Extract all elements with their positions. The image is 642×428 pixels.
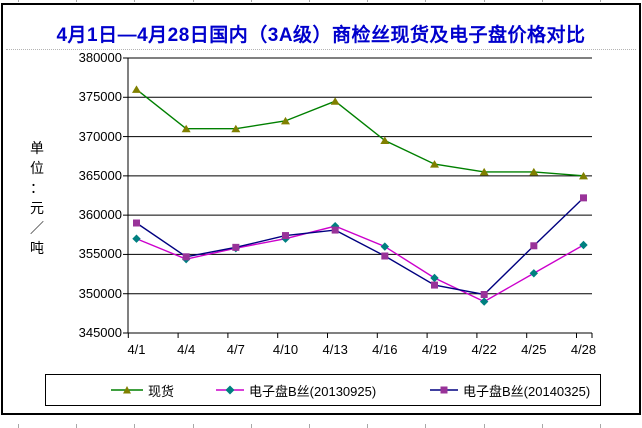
x-tick-label: 4/7 (226, 342, 245, 357)
y-tick-label: 345000 (78, 325, 122, 340)
y-tick-label: 380000 (78, 50, 122, 65)
y-tick-label: 375000 (78, 89, 122, 105)
y-tick-label: 365000 (78, 167, 122, 183)
worksheet-row-gridline (6, 49, 636, 50)
x-tick-label: 4/19 (421, 342, 448, 357)
spot-line-sample-icon (111, 386, 143, 394)
chart-frame (1, 3, 641, 415)
x-tick-label: 4/25 (521, 342, 547, 357)
x-tick-label: 4/28 (570, 342, 597, 357)
chart-title: 4月1日—4月28日国内（3A级）商检丝现货及电子盘价格对比 (56, 25, 586, 46)
y-axis-title: 单位：元／吨 (30, 140, 44, 256)
x-tick-label: 4/16 (372, 342, 398, 357)
y-tick-label: 370000 (78, 128, 122, 144)
legend-item-spot: 现货 (110, 375, 174, 405)
legend-label-spot: 现货 (148, 383, 175, 399)
y-tick-label: 360000 (78, 207, 122, 223)
legend-label-b20130925: 电子盘B丝(20130925) (249, 383, 377, 399)
y-tick-label: 350000 (78, 285, 122, 301)
y-tick-label: 355000 (78, 246, 122, 262)
x-tick-label: 4/10 (272, 342, 299, 357)
x-tick-label: 4/22 (471, 342, 497, 357)
x-tick-label: 4/13 (322, 342, 348, 357)
b20130925-line-sample-icon (216, 385, 244, 395)
x-tick-label: 4/1 (127, 342, 146, 357)
legend-item-b20130925: 电子盘B丝(20130925) (215, 375, 376, 405)
legend-label-b20140325: 电子盘B丝(20140325) (463, 383, 591, 399)
b20140325-line-sample-icon (430, 386, 458, 394)
x-tick-label: 4/4 (177, 342, 196, 357)
legend: 现货 电子盘B丝(20130925) 电子盘B丝(20140325) (45, 374, 601, 406)
legend-item-b20140325: 电子盘B丝(20140325) (429, 375, 590, 405)
